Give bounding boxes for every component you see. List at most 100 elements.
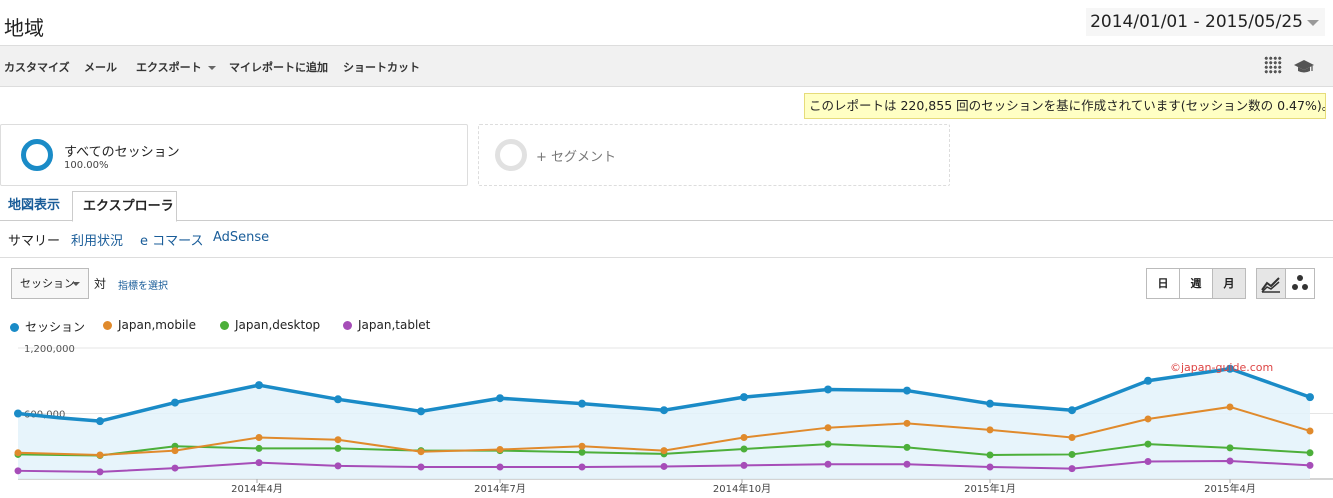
data-point-2 <box>740 445 748 453</box>
segment-all-sessions[interactable]: すべてのセッション 100.00% <box>0 124 468 186</box>
versus-label: 対 <box>94 277 107 291</box>
data-point-0 <box>417 407 425 416</box>
data-point-3 <box>660 462 668 470</box>
x-tick-label: 2015年4月 <box>1204 482 1256 495</box>
data-point-3 <box>1226 457 1234 465</box>
empty-ring-icon <box>495 139 527 171</box>
data-point-1 <box>96 451 104 459</box>
data-point-3 <box>1144 458 1152 466</box>
data-point-3 <box>1068 465 1076 473</box>
graduation-cap-icon[interactable] <box>1294 58 1314 74</box>
data-point-2 <box>1068 450 1076 458</box>
data-point-2 <box>903 443 911 451</box>
data-point-0 <box>1226 364 1234 373</box>
legend-item-mobile[interactable]: Japan,mobile <box>103 318 196 332</box>
data-point-2 <box>334 444 342 452</box>
subtab-summary[interactable]: サマリー <box>8 234 61 249</box>
data-point-0 <box>171 398 179 407</box>
data-point-0 <box>903 386 911 395</box>
tab-explorer[interactable]: エクスプローラ <box>72 191 177 222</box>
tab-map[interactable]: 地図表示 <box>8 198 61 213</box>
data-point-0 <box>334 395 342 404</box>
legend-item-tablet[interactable]: Japan,tablet <box>343 318 430 332</box>
grain-month-button[interactable]: 月 <box>1212 268 1246 299</box>
sessions-area <box>18 368 1310 479</box>
data-point-0 <box>255 381 263 390</box>
data-point-1 <box>903 419 911 427</box>
data-point-0 <box>660 406 668 415</box>
subtab-adsense[interactable]: AdSense <box>213 230 270 245</box>
motion-chart-button[interactable] <box>1285 268 1315 299</box>
report-toolbar: カスタマイズ メール エクスポート マイレポートに追加 ショートカット <box>0 45 1333 87</box>
data-point-0 <box>824 385 832 394</box>
segment-name: すべてのセッション <box>64 145 180 160</box>
data-point-0 <box>96 417 104 426</box>
shortcut-button[interactable]: ショートカット <box>343 61 420 74</box>
data-point-1 <box>660 447 668 455</box>
sampling-notice-text: このレポートは 220,855 回のセッションを基に作成されています(セッション… <box>809 98 1326 113</box>
date-range-label: 2014/01/01 - 2015/05/25 <box>1090 12 1303 32</box>
data-point-3 <box>417 463 425 471</box>
data-point-3 <box>171 464 179 472</box>
data-point-0 <box>496 394 504 403</box>
series-line-2 <box>17 443 1311 457</box>
metric-select[interactable]: セッション <box>11 268 89 299</box>
sampling-notice: このレポートは 220,855 回のセッションを基に作成されています(セッション… <box>804 93 1326 119</box>
email-button[interactable]: メール <box>84 61 117 74</box>
data-point-0 <box>1306 393 1314 402</box>
subtab-usage[interactable]: 利用状況 <box>71 234 124 249</box>
data-point-3 <box>578 463 586 471</box>
data-point-1 <box>986 426 994 434</box>
export-button[interactable]: エクスポート <box>136 59 216 75</box>
y-tick-label: 1,200,000 <box>24 344 75 355</box>
grain-week-button[interactable]: 週 <box>1179 268 1213 299</box>
select-metric-link[interactable]: 指標を選択 <box>118 281 168 292</box>
line-chart-button[interactable] <box>1256 268 1286 299</box>
x-tick-label: 2014年10月 <box>713 482 771 495</box>
data-point-3 <box>1306 461 1314 469</box>
add-segment-button[interactable]: + セグメント <box>478 124 950 186</box>
data-point-1 <box>496 446 504 454</box>
legend-item-sessions[interactable]: セッション <box>10 318 85 335</box>
data-point-1 <box>171 447 179 455</box>
data-point-3 <box>334 462 342 470</box>
chevron-down-icon <box>1307 20 1319 26</box>
subtab-ecommerce[interactable]: e コマース <box>140 234 204 249</box>
data-point-2 <box>986 451 994 459</box>
add-to-dashboard-button[interactable]: マイレポートに追加 <box>229 61 328 74</box>
data-point-0 <box>1144 376 1152 385</box>
data-point-1 <box>255 434 263 442</box>
caret-down-icon <box>72 282 80 286</box>
line-chart-icon <box>1261 277 1280 293</box>
data-point-3 <box>96 468 104 476</box>
data-point-1 <box>334 436 342 444</box>
x-tick-label: 2014年4月 <box>231 482 283 495</box>
data-point-0 <box>1068 406 1076 415</box>
x-tick-label: 2015年1月 <box>964 482 1016 495</box>
data-point-1 <box>1226 403 1234 411</box>
data-point-0 <box>578 399 586 408</box>
legend-item-desktop[interactable]: Japan,desktop <box>220 318 320 332</box>
customize-button[interactable]: カスタマイズ <box>4 61 70 74</box>
data-point-2 <box>1306 449 1314 457</box>
data-point-1 <box>417 448 425 456</box>
page-title: 地域 <box>4 16 44 40</box>
data-point-1 <box>824 424 832 432</box>
data-point-2 <box>578 448 586 456</box>
grain-day-button[interactable]: 日 <box>1146 268 1180 299</box>
data-point-0 <box>14 409 22 418</box>
grid-icon[interactable] <box>1264 56 1282 74</box>
data-point-1 <box>740 434 748 442</box>
legend-dot-icon <box>103 321 112 330</box>
series-line-1 <box>17 405 1311 456</box>
legend-label: Japan,tablet <box>358 318 431 332</box>
export-label: エクスポート <box>136 61 202 74</box>
metric-select-value: セッション <box>20 277 75 290</box>
data-point-2 <box>824 440 832 448</box>
data-point-3 <box>824 460 832 468</box>
add-segment-label: + セグメント <box>536 150 617 165</box>
data-point-3 <box>496 463 504 471</box>
legend-label: Japan,desktop <box>235 318 321 332</box>
date-range-picker[interactable]: 2014/01/01 - 2015/05/25 <box>1086 8 1325 36</box>
data-point-3 <box>14 467 22 475</box>
